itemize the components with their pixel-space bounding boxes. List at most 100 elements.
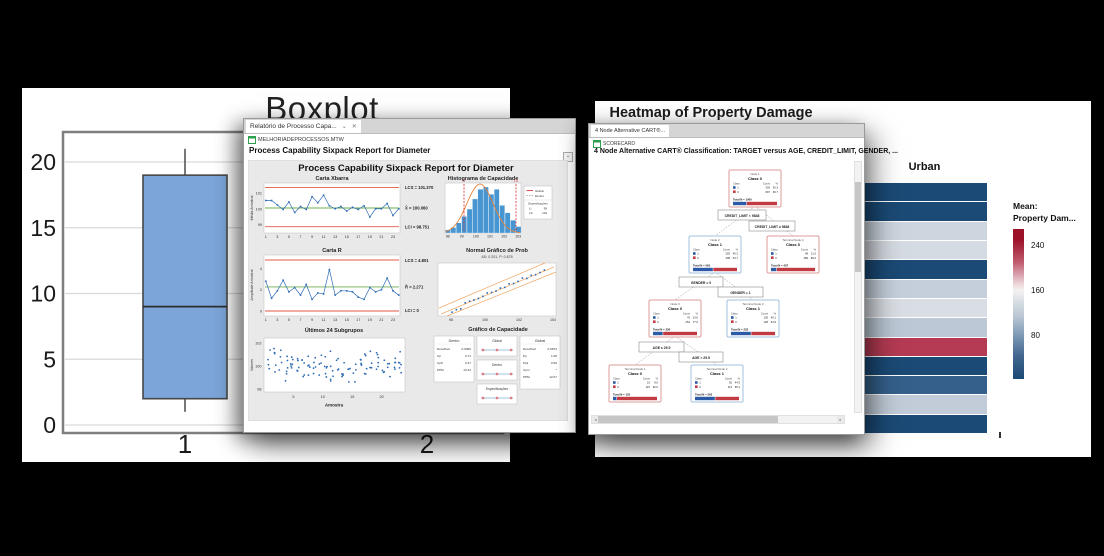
worksheet-row[interactable]: SCORECARD: [593, 140, 635, 148]
legend-box: [523, 185, 553, 220]
histogram-bar: [504, 212, 511, 234]
histogram-bar: [466, 208, 473, 234]
label: 103: [542, 211, 547, 215]
label: 100: [256, 207, 262, 211]
split-label-box: [717, 286, 764, 298]
scrollbar-thumb[interactable]: [855, 182, 861, 272]
close-icon[interactable]: ✕: [351, 124, 357, 130]
label: X̄ = 100.060: [405, 206, 428, 211]
label: Total N = 205: [695, 392, 713, 396]
split-label-box: [717, 209, 767, 221]
label: 98: [446, 235, 450, 239]
label: 21: [379, 235, 383, 239]
label: 104: [550, 318, 556, 322]
heatmap-cell: [862, 337, 987, 356]
label: 128: [764, 320, 769, 324]
split-label: AGE ≤ 29.5: [653, 346, 671, 350]
label: %: [738, 376, 741, 380]
label: Pp: [523, 354, 527, 358]
vertical-scrollbar[interactable]: [854, 161, 862, 413]
scroll-left-arrow[interactable]: ◂: [592, 416, 599, 423]
label: 11: [322, 318, 326, 322]
label: 17: [356, 235, 360, 239]
label: 76: [687, 316, 690, 320]
label: 13: [333, 318, 337, 322]
label: DesvPad: [523, 347, 536, 351]
label: %: [814, 247, 817, 251]
label: 0.37: [465, 361, 471, 365]
heatmap-cell: [862, 298, 987, 318]
label: 1: [657, 316, 659, 320]
label: CpK: [437, 361, 444, 365]
label: 0: [775, 256, 777, 260]
heatmap-column: [862, 183, 987, 434]
scroll-chevron-button[interactable]: ⌄: [563, 152, 573, 162]
class0-bar: [776, 267, 815, 272]
report-title: Process Capability Sixpack Report for Di…: [298, 163, 514, 174]
worksheet-row[interactable]: MELHORIADEPROCESSOS.MTW: [248, 136, 344, 144]
horizontal-scrollbar[interactable]: ◂ ▸: [591, 415, 845, 424]
label: LS: [514, 179, 518, 183]
histogram-bar: [488, 194, 495, 234]
tab-bar: 4 Node Alternative CART®...: [589, 124, 864, 138]
heatmap-cell: [862, 221, 987, 240]
label: 1: [265, 235, 267, 239]
label: 13.43: [463, 368, 471, 372]
label: Dentro: [449, 339, 460, 343]
label: 4: [260, 267, 262, 271]
label: *: [556, 368, 558, 372]
label: 3: [276, 318, 278, 322]
label: 12.07: [549, 375, 557, 379]
tab-capability-report[interactable]: Relatório de Processo Capa... ⌄ ✕: [246, 120, 361, 133]
class1-bar: [653, 331, 663, 336]
chevron-down-icon[interactable]: ⌄: [341, 124, 347, 130]
histogram-bar: [483, 186, 489, 234]
series-line: [265, 194, 400, 218]
label: 10: [30, 281, 56, 307]
label: Global: [492, 339, 502, 343]
label: Total N = 563: [693, 263, 711, 267]
label: 21: [379, 318, 383, 322]
label: Count: [763, 181, 770, 185]
worksheet-name: MELHORIADEPROCESSOS.MTW: [258, 137, 344, 143]
label: 1: [699, 381, 701, 385]
worksheet-icon: [248, 136, 256, 144]
tab-cart[interactable]: 4 Node Alternative CART®...: [591, 125, 669, 137]
axis-label: Amplitude Amostral: [250, 269, 254, 300]
color-scale: [1013, 229, 1024, 379]
chart-title: Carta Xbarra: [315, 176, 349, 182]
label: 15: [350, 395, 354, 399]
label: LCI = 98.751: [405, 225, 430, 230]
label: 102: [255, 342, 261, 346]
cart-heading: 4 Node Alternative CART® Classification:…: [594, 148, 899, 155]
stats-box: [519, 335, 561, 390]
label: 100: [482, 318, 488, 322]
label: Cpm: [523, 368, 530, 372]
scroll-right-arrow[interactable]: ▸: [837, 416, 844, 423]
scrollbar-thumb[interactable]: [598, 416, 778, 423]
label: 19: [368, 318, 372, 322]
report-heading: Process Capability Sixpack Report for Di…: [249, 146, 431, 155]
heatmap-cell: [862, 279, 987, 298]
label: 13: [333, 235, 337, 239]
label: Class 1: [746, 306, 761, 311]
heatmap-cell: [862, 240, 987, 260]
label: 115: [646, 385, 651, 389]
label: 5: [288, 235, 290, 239]
label: 254: [686, 320, 691, 324]
label: 1: [617, 381, 619, 385]
label: 1: [697, 252, 699, 256]
label: Count: [725, 376, 732, 380]
label: 0.56: [551, 361, 557, 365]
tab-label: 4 Node Alternative CART®...: [595, 128, 665, 134]
box: [142, 174, 228, 400]
worksheet-name: SCORECARD: [603, 141, 635, 147]
label: 98: [449, 318, 453, 322]
legend-tick: 160: [1031, 286, 1045, 295]
label: 0.9873: [548, 347, 558, 351]
label: 1: [265, 318, 267, 322]
tab-label: Relatório de Processo Capa...: [250, 123, 337, 130]
label: Class 0: [668, 306, 683, 311]
